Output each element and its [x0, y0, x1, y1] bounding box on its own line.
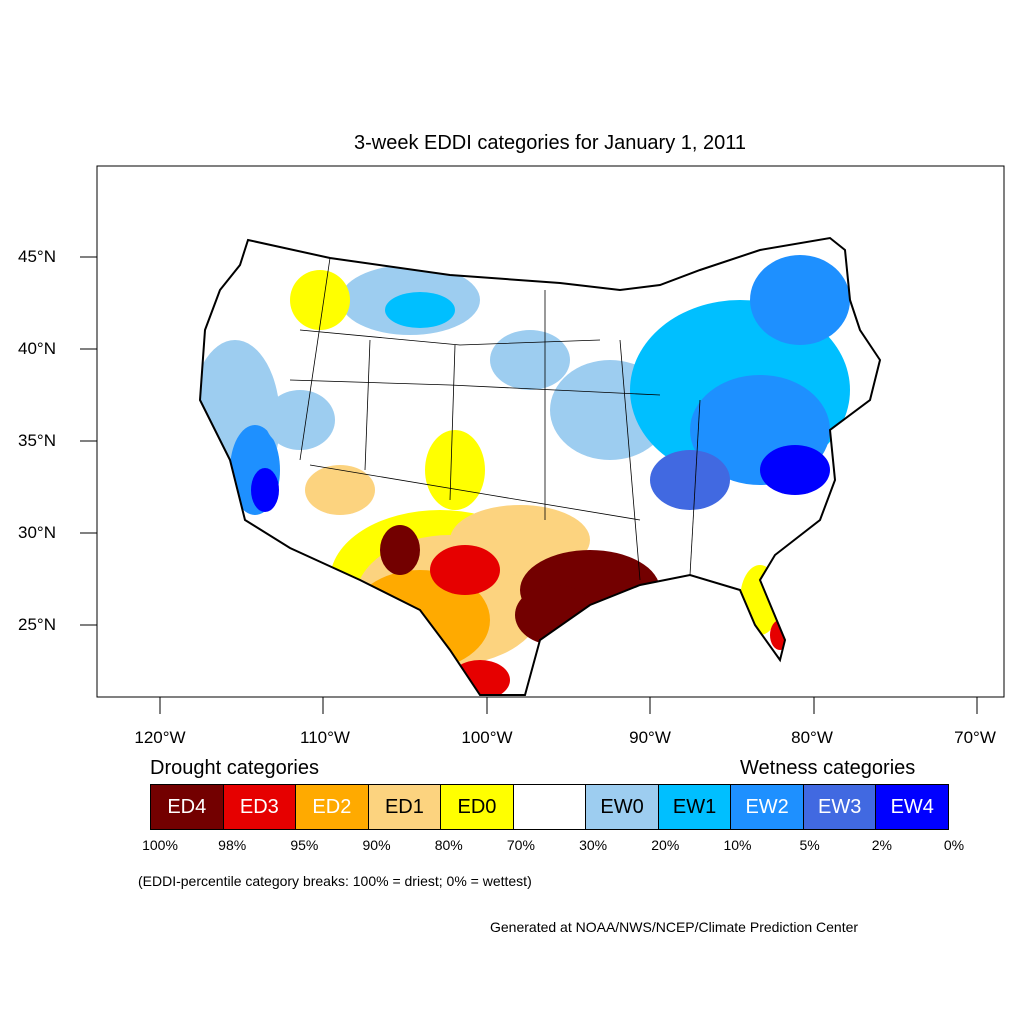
map-frame — [96, 165, 1005, 698]
drought-heading: Drought categories — [150, 757, 319, 779]
legend-swatch-ew3: EW3 — [803, 785, 877, 829]
legend-swatch-ew2: EW2 — [731, 785, 804, 829]
lon-label-80: 80°W — [791, 728, 833, 747]
legend-swatch-ew0: EW0 — [586, 785, 659, 829]
lat-label-40: 40°N — [18, 339, 56, 358]
break-label: 95% — [290, 837, 319, 853]
lon-label-120: 120°W — [134, 728, 186, 747]
legend-swatch-none — [513, 785, 587, 829]
map-title: 3-week EDDI categories for January 1, 20… — [353, 132, 747, 154]
break-label: 0% — [943, 837, 965, 853]
lat-label-30: 30°N — [18, 523, 56, 542]
legend-swatch-ew4: EW4 — [876, 785, 949, 829]
credit-line: Generated at NOAA/NWS/NCEP/Climate Predi… — [490, 919, 859, 935]
legend-swatch-ed4: ED4 — [151, 785, 224, 829]
lat-label-25: 25°N — [18, 615, 56, 634]
break-label: 90% — [362, 837, 391, 853]
lon-label-110: 110°W — [300, 728, 350, 747]
legend-swatch-ed1: ED1 — [368, 785, 442, 829]
lat-label-45: 45°N — [18, 247, 56, 266]
break-label: 98% — [218, 837, 247, 853]
break-label: 80% — [434, 837, 463, 853]
legend-swatch-ed2: ED2 — [296, 785, 369, 829]
category-note: (EDDI-percentile category breaks: 100% =… — [138, 873, 532, 889]
eddi-shading — [200, 238, 880, 695]
wetness-heading: Wetness categories — [740, 757, 916, 779]
break-label: 20% — [651, 837, 680, 853]
legend-swatch-ew1: EW1 — [658, 785, 732, 829]
break-label: 5% — [799, 837, 820, 853]
break-label: 70% — [506, 837, 535, 853]
lon-label-90: 90°W — [629, 728, 671, 747]
lon-label-100: 100°W — [461, 728, 513, 747]
break-label: 10% — [723, 837, 752, 853]
break-label: 30% — [579, 837, 608, 853]
us-coastline — [198, 236, 882, 696]
category-legend: ED4 ED3 ED2 ED1 ED0 EW0 EW1 EW2 EW3 EW4 — [150, 784, 949, 830]
axis-ticks — [80, 256, 978, 714]
lat-label-35: 35°N — [18, 431, 56, 450]
break-label: 2% — [871, 837, 892, 853]
legend-swatch-ed0: ED0 — [441, 785, 514, 829]
legend-swatch-ed3: ED3 — [223, 785, 297, 829]
break-label: 100% — [142, 837, 178, 853]
state-boundaries — [289, 257, 701, 581]
lon-label-70: 70°W — [954, 728, 996, 747]
